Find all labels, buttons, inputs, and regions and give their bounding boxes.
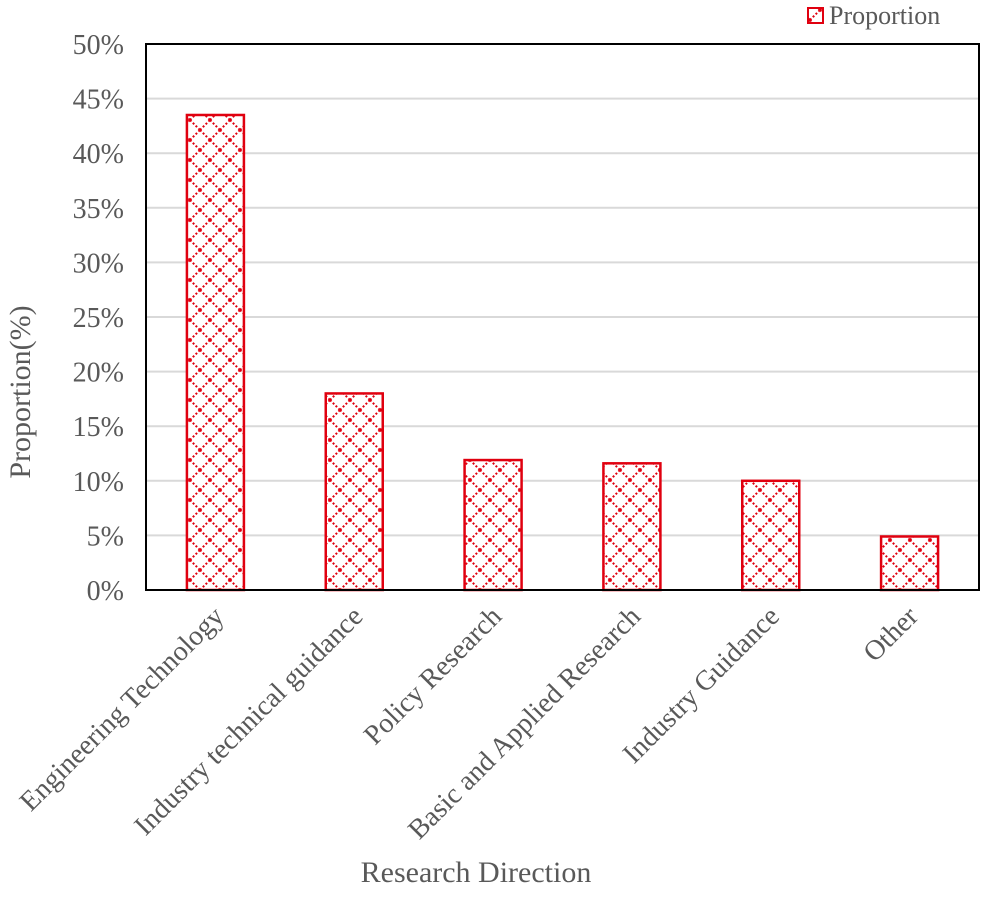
gridlines [146, 97, 979, 537]
x-tick-label: Other [858, 601, 925, 668]
x-tick-label: Policy Research [358, 601, 508, 751]
y-tick-label: 40% [73, 139, 124, 170]
bar [602, 462, 662, 592]
bars [185, 113, 940, 592]
y-tick-label: 45% [73, 85, 124, 116]
y-tick-label: 35% [73, 194, 124, 225]
y-tick-label: 25% [73, 303, 124, 334]
y-tick-label: 50% [73, 30, 124, 61]
plot-frame [145, 43, 980, 591]
x-axis-label: Research Direction [361, 856, 592, 889]
bar [463, 458, 523, 592]
y-tick-label: 0% [87, 576, 124, 607]
y-axis-label: Proportion(%) [4, 305, 37, 478]
y-tick-label: 5% [87, 521, 124, 552]
legend-swatch [807, 7, 824, 24]
bar [879, 535, 940, 592]
legend-label: Proportion [829, 1, 940, 30]
y-axis-ticks: 0% 5% 10% 15% 20% 25% 30% 35% 40% 45% 50% [73, 30, 124, 607]
bar [741, 479, 801, 592]
y-tick-label: 10% [73, 467, 124, 498]
y-tick-label: 15% [73, 412, 124, 443]
y-tick-label: 30% [73, 248, 124, 279]
x-tick-label: Industry technical guidance [128, 601, 369, 842]
y-tick-label: 20% [73, 358, 124, 389]
bar [185, 113, 246, 592]
legend: Proportion [807, 1, 940, 30]
bar [324, 392, 384, 592]
x-tick-label: Basic and Applied Research [402, 601, 647, 846]
